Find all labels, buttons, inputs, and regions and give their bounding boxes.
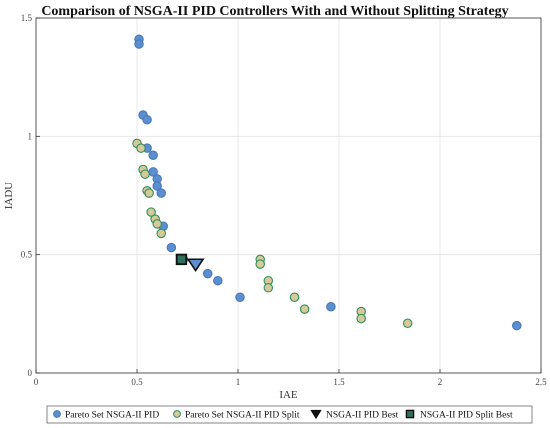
x-tick-label: 2.5 xyxy=(535,377,547,387)
data-point xyxy=(136,143,146,153)
legend: Pareto Set NSGA-II PID Pareto Set NSGA-II… xyxy=(46,405,533,424)
x-tick-label: 0 xyxy=(34,377,39,387)
y-tick-label: 0.5 xyxy=(21,250,33,260)
legend-label: NSGA-II PID Best xyxy=(326,410,399,420)
data-point xyxy=(140,169,150,179)
x-tick-label: 1 xyxy=(236,377,241,387)
x-tick-label: 2 xyxy=(438,377,443,387)
data-point xyxy=(148,150,158,161)
data-point xyxy=(255,259,265,269)
y-axis-label: IADU xyxy=(3,182,15,210)
data-point xyxy=(134,39,144,49)
legend-marker xyxy=(310,409,322,420)
legend-marker xyxy=(53,410,61,418)
data-point xyxy=(186,258,205,272)
series-1 xyxy=(134,34,522,331)
data-point xyxy=(263,283,274,293)
y-tick-label: 1.5 xyxy=(21,13,33,23)
axis-ticks: 0 0.5 1 1.5 2 2.5 0 0.5 1 1.5 xyxy=(21,13,547,387)
x-tick-label: 0.5 xyxy=(131,377,143,387)
legend-label: NSGA-II PID Split Best xyxy=(420,410,513,420)
data-point xyxy=(289,292,300,303)
data-point xyxy=(152,219,162,229)
data-points xyxy=(132,34,522,331)
chart-title: Comparison of NSGA-II PID Controllers Wi… xyxy=(41,4,508,19)
data-point xyxy=(156,228,166,239)
data-point xyxy=(142,115,152,125)
data-point xyxy=(166,242,177,253)
legend-label: Pareto Set NSGA-II PID xyxy=(65,410,159,420)
data-point xyxy=(202,268,213,279)
plot-area xyxy=(35,17,542,374)
grid xyxy=(35,17,542,374)
series-4 xyxy=(175,253,188,266)
data-point xyxy=(512,320,522,331)
data-point xyxy=(402,318,413,329)
data-point xyxy=(356,313,366,324)
data-point xyxy=(213,275,223,286)
x-tick-label: 1.5 xyxy=(333,377,345,387)
data-point xyxy=(235,292,245,303)
x-axis-label: IAE xyxy=(279,389,298,401)
series-3 xyxy=(186,258,205,272)
y-tick-label: 1 xyxy=(28,131,33,141)
data-point xyxy=(175,253,188,266)
y-tick-label: 0 xyxy=(28,368,33,378)
data-point xyxy=(144,188,154,198)
legend-label: Pareto Set NSGA-II PID Split xyxy=(185,410,300,420)
legend-marker xyxy=(173,410,181,418)
series-2 xyxy=(132,138,413,329)
data-point xyxy=(146,207,156,217)
data-point xyxy=(156,188,166,198)
data-point xyxy=(299,304,310,314)
legend-marker xyxy=(405,409,415,419)
data-point xyxy=(326,301,336,312)
data-point xyxy=(152,181,162,191)
